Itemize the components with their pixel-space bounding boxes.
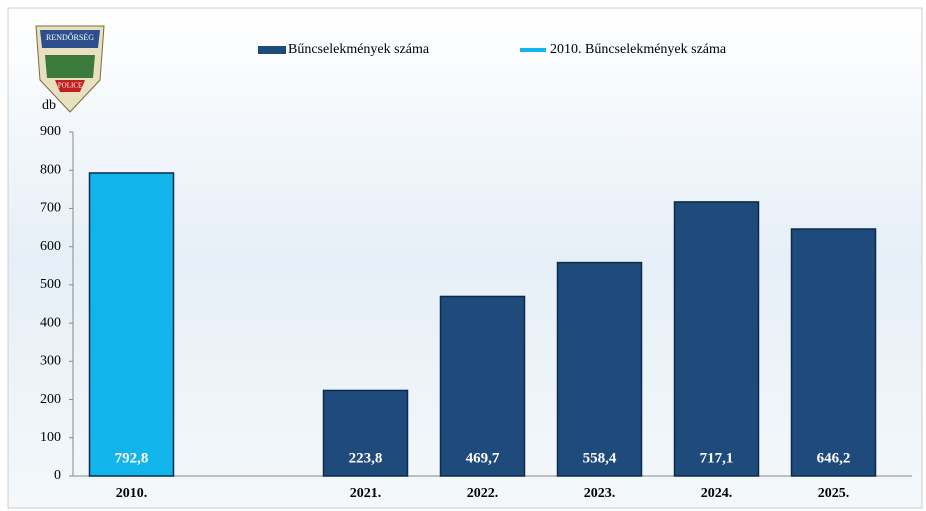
- y-tick-label: 100: [40, 430, 61, 445]
- bar: [790, 228, 877, 477]
- value-label: 223,8: [349, 450, 383, 466]
- y-tick-label: 700: [40, 201, 61, 216]
- bar: [556, 261, 643, 477]
- legend-label: 2010. Bűncselekmények száma: [550, 42, 727, 57]
- y-tick-label: 0: [54, 468, 61, 483]
- y-tick-label: 500: [40, 277, 61, 292]
- value-label: 469,7: [466, 450, 500, 466]
- x-tick-label: 2022.: [467, 486, 499, 501]
- y-tick-label: 600: [40, 239, 61, 254]
- x-tick-label: 2025.: [818, 486, 850, 501]
- legend-marker: [258, 46, 286, 54]
- bar: [322, 389, 409, 477]
- value-label: 558,4: [583, 450, 617, 466]
- y-axis-label: db: [42, 98, 56, 113]
- y-tick-label: 200: [40, 392, 61, 407]
- logo-top-text: RENDŐRSÉG: [46, 32, 94, 42]
- bar: [673, 201, 760, 477]
- y-tick-label: 300: [40, 354, 61, 369]
- logo-bottom-text: POLICE: [58, 82, 83, 90]
- value-label: 717,1: [700, 450, 734, 466]
- value-label: 646,2: [817, 450, 851, 466]
- value-label: 792,8: [115, 450, 149, 466]
- x-tick-label: 2024.: [701, 486, 733, 501]
- legend-label: Bűncselekmények száma: [288, 42, 430, 57]
- x-tick-label: 2021.: [350, 486, 382, 501]
- bar: [439, 295, 526, 477]
- y-tick-label: 800: [40, 162, 61, 177]
- y-tick-label: 900: [40, 124, 61, 139]
- logo: RENDŐRSÉG POLICE: [35, 25, 105, 113]
- y-tick-label: 400: [40, 315, 61, 330]
- x-tick-label: 2023.: [584, 486, 616, 501]
- bar: [88, 172, 175, 477]
- x-tick-label: 2010.: [116, 486, 148, 501]
